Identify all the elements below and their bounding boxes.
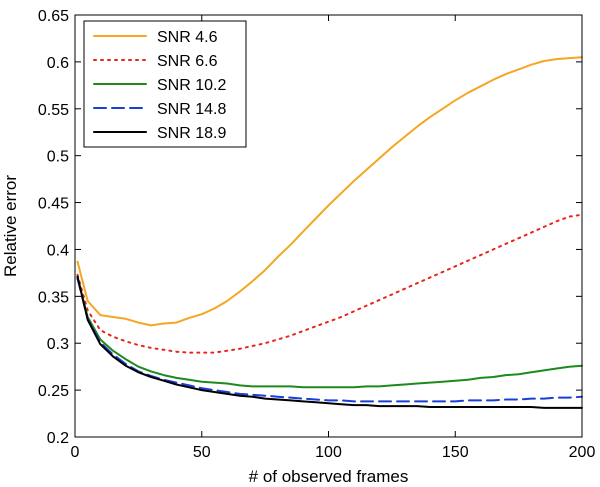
y-tick-label: 0.45	[38, 196, 69, 213]
y-tick-label: 0.55	[38, 102, 69, 119]
series-line-1	[76, 56, 583, 327]
series-line-3	[76, 276, 583, 389]
series-line-2	[76, 213, 583, 354]
legend-label: SNR 10.2	[157, 77, 226, 94]
x-axis-label: # of observed frames	[249, 467, 409, 486]
y-tick-label: 0.5	[47, 149, 69, 166]
x-tick-label: 50	[193, 444, 211, 461]
legend-label: SNR 18.9	[157, 125, 226, 142]
legend-label: SNR 14.8	[157, 101, 226, 118]
axis-ticks: 0 50 100 150 200 0.2 0.25 0.3 0.35 0.4 0.45 0.5 0.55…	[38, 8, 596, 461]
y-tick-label: 0.35	[38, 289, 69, 306]
y-tick-label: 0.4	[47, 242, 69, 259]
y-axis-label: Relative error	[1, 175, 20, 277]
legend-label: SNR 4.6	[157, 29, 218, 46]
x-tick-label: 100	[315, 444, 342, 461]
series-layer	[76, 56, 583, 409]
y-tick-label: 0.25	[38, 383, 69, 400]
x-tick-label: 200	[569, 444, 596, 461]
x-tick-label: 0	[71, 444, 80, 461]
x-tick-label: 150	[442, 444, 469, 461]
legend: SNR 4.6 SNR 6.6 SNR 10.2 SNR 14.8 SNR 18.9	[83, 20, 247, 148]
series-line-4	[76, 277, 583, 403]
legend-label: SNR 6.6	[157, 53, 218, 70]
y-tick-label: 0.65	[38, 8, 69, 25]
y-tick-label: 0.2	[47, 430, 69, 447]
y-tick-label: 0.3	[47, 336, 69, 353]
y-tick-label: 0.6	[47, 55, 69, 72]
series-line-5	[76, 275, 583, 409]
